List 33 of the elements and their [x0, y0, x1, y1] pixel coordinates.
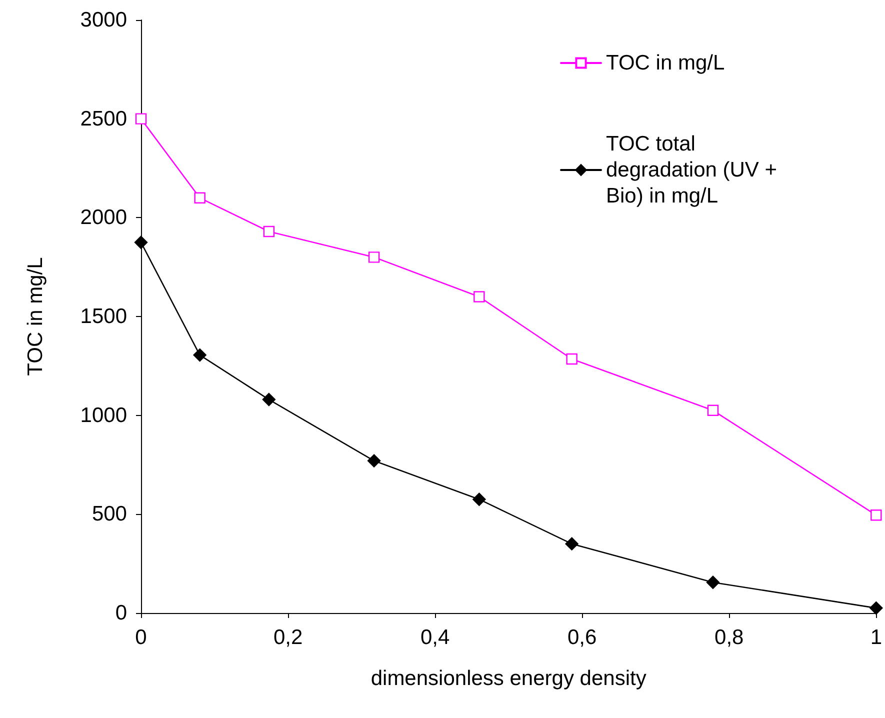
- point: [870, 601, 883, 615]
- point: [262, 392, 276, 406]
- x-tick-label: 0,8: [714, 626, 744, 649]
- point: [474, 291, 485, 302]
- legend-label: TOC total degradation (UV + Bio) in mg/L: [606, 132, 783, 208]
- point: [193, 348, 206, 362]
- y-tick-label: 1000: [80, 404, 127, 427]
- point: [194, 192, 206, 204]
- point: [706, 576, 720, 589]
- y-tick-label: 2000: [80, 206, 127, 230]
- point: [135, 113, 147, 124]
- x-tick-label: 0,2: [273, 626, 303, 649]
- x-tick-label: 0: [135, 626, 147, 649]
- point: [565, 537, 578, 550]
- x-tick-label: 1: [870, 626, 882, 649]
- point: [263, 226, 275, 238]
- y-axis-title: TOC in mg/L: [24, 257, 47, 376]
- x-tick-label: 0,4: [420, 626, 450, 649]
- point: [368, 252, 380, 263]
- legend-label: TOC in mg/L: [606, 52, 725, 74]
- point: [134, 236, 148, 249]
- y-tick-label: 0: [115, 602, 127, 624]
- point: [870, 510, 882, 521]
- point: [367, 454, 381, 468]
- x-tick-label: 0,6: [567, 626, 597, 649]
- y-tick-label: 500: [92, 502, 127, 526]
- point: [707, 404, 719, 416]
- y-tick-label: 1500: [80, 305, 127, 328]
- point: [472, 492, 486, 506]
- point: [566, 353, 578, 365]
- y-tick-label: 3000: [80, 8, 127, 32]
- y-tick-label: 2500: [80, 107, 127, 130]
- x-axis-title: dimensionless energy density: [370, 667, 647, 690]
